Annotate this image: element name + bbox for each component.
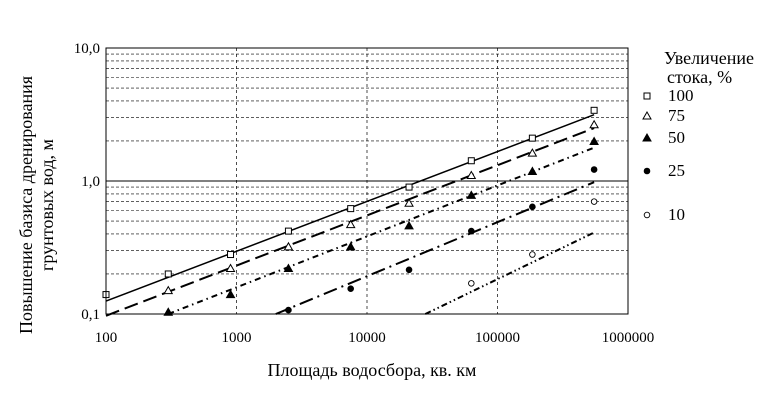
x-tick-label: 100000 (475, 330, 520, 346)
y-axis-title-line-2: грунтовых вод, м (37, 139, 57, 271)
legend-label-100: 100 (668, 86, 694, 105)
data-point-100 (405, 183, 413, 191)
data-point-75 (163, 285, 174, 295)
data-point-100 (528, 134, 536, 142)
x-tick-label: 1000 (222, 330, 252, 346)
legend-title-line-2: стока, % (667, 67, 732, 87)
x-tick-label: 10000 (348, 330, 386, 346)
legend-label-75: 75 (668, 106, 685, 125)
data-point-100 (590, 106, 598, 114)
x-tick-label: 1000000 (602, 330, 655, 346)
y-tick-label: 10,0 (74, 41, 100, 57)
data-point-25 (468, 227, 475, 235)
data-point-100 (227, 251, 235, 259)
plot-frame (105, 47, 629, 315)
legend-marker-100 (643, 92, 651, 100)
data-point-50 (225, 289, 236, 299)
data-point-75 (283, 241, 294, 251)
legend-marker-75 (642, 110, 652, 120)
data-point-50 (527, 166, 538, 175)
grid (106, 47, 628, 315)
data-point-50 (345, 241, 356, 251)
data-point-25 (285, 306, 292, 314)
data-point-10 (590, 198, 598, 205)
data-point-50 (404, 220, 414, 230)
legend-marker-10 (643, 211, 651, 219)
data-markers (102, 106, 599, 316)
data-point-25 (590, 166, 598, 173)
data-point-75 (345, 219, 356, 229)
data-point-75 (589, 119, 599, 129)
data-point-50 (589, 136, 599, 146)
data-point-10 (468, 280, 475, 287)
data-point-75 (527, 148, 538, 157)
y-tick-label: 1,0 (81, 174, 100, 190)
legend-label-50: 50 (668, 128, 685, 147)
data-point-100 (284, 227, 292, 235)
data-point-50 (466, 190, 477, 199)
data-point-50 (283, 263, 294, 272)
data-point-75 (466, 170, 477, 179)
y-axis-title: Повышение базиса дренирования грунтовых … (16, 76, 57, 334)
legend-marker-50 (642, 132, 652, 142)
trend-line-10 (424, 231, 595, 315)
tick-labels: 100 1000 10000 100000 1000000 0,1 1,0 10,0 (74, 41, 655, 346)
data-point-75 (404, 198, 414, 207)
legend-title-line-1: Увеличение (664, 48, 754, 68)
legend-label-10: 10 (668, 205, 685, 224)
data-point-10 (529, 251, 536, 258)
x-axis-title: Площадь водосбора, кв. км (268, 360, 477, 380)
data-point-100 (347, 205, 355, 213)
y-axis-title-line-1: Повышение базиса дренирования (16, 76, 36, 334)
legend-marker-25 (643, 167, 651, 175)
data-point-25 (347, 285, 354, 292)
data-point-100 (164, 270, 172, 278)
data-point-25 (529, 203, 536, 211)
y-tick-label: 0,1 (81, 307, 100, 323)
trend-line-25 (275, 181, 595, 315)
data-point-75 (225, 263, 236, 272)
data-point-25 (405, 266, 413, 274)
legend-label-25: 25 (668, 161, 685, 180)
x-tick-label: 100 (95, 330, 118, 346)
data-point-100 (467, 157, 475, 165)
